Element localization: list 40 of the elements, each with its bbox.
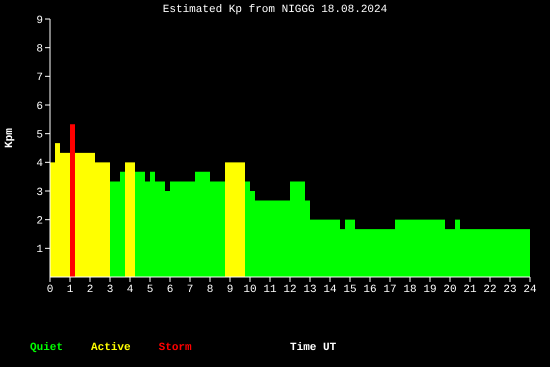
y-tick-label: 8 bbox=[36, 44, 43, 56]
x-tick-label: 16 bbox=[363, 284, 377, 296]
y-tick-label: 2 bbox=[36, 216, 43, 228]
x-tick-label: 15 bbox=[343, 284, 357, 296]
x-tick-label: 7 bbox=[186, 284, 194, 296]
x-tick-label: 19 bbox=[423, 284, 437, 296]
y-tick-label: 5 bbox=[36, 130, 43, 142]
x-tick-label: 12 bbox=[283, 284, 297, 296]
x-tick-label: 20 bbox=[443, 284, 457, 296]
y-tick-label: 6 bbox=[36, 100, 43, 113]
x-tick-label: 17 bbox=[383, 284, 397, 296]
chart-title: Estimated Kp from NIGGG 18.08.2024 bbox=[162, 4, 388, 16]
x-tick-label: 13 bbox=[303, 284, 317, 296]
x-tick-label: 6 bbox=[166, 284, 174, 296]
x-tick-label: 24 bbox=[523, 284, 537, 296]
x-tick-label: 18 bbox=[403, 284, 417, 296]
x-tick-label: 23 bbox=[503, 284, 517, 296]
x-axis-title: Time UT bbox=[290, 342, 336, 354]
x-tick-label: 8 bbox=[206, 284, 214, 296]
x-tick-label: 10 bbox=[243, 284, 257, 296]
x-tick-label: 0 bbox=[46, 284, 54, 296]
text: Quiet bbox=[30, 342, 64, 354]
y-tick-label: 1 bbox=[36, 244, 44, 256]
y-tick-label: 7 bbox=[36, 72, 43, 84]
x-tick-label: 14 bbox=[323, 284, 337, 296]
x-tick-label: 4 bbox=[126, 284, 134, 296]
x-tick-label: 21 bbox=[463, 284, 477, 296]
x-tick-label: 22 bbox=[483, 284, 497, 296]
x-tick-label: 5 bbox=[146, 284, 154, 296]
x-tick-label: 9 bbox=[226, 284, 234, 296]
x-tick-label: 1 bbox=[66, 284, 74, 296]
x-tick-label: 2 bbox=[86, 284, 94, 296]
text: Active bbox=[91, 342, 131, 354]
y-tick-label: 3 bbox=[36, 186, 43, 199]
y-tick-label: 9 bbox=[36, 14, 43, 27]
y-axis-title: Kpm bbox=[4, 128, 16, 148]
x-tick-label: 11 bbox=[263, 284, 277, 296]
x-tick-label: 3 bbox=[106, 284, 114, 296]
text: Storm bbox=[158, 342, 192, 354]
y-tick-label: 4 bbox=[36, 158, 44, 170]
